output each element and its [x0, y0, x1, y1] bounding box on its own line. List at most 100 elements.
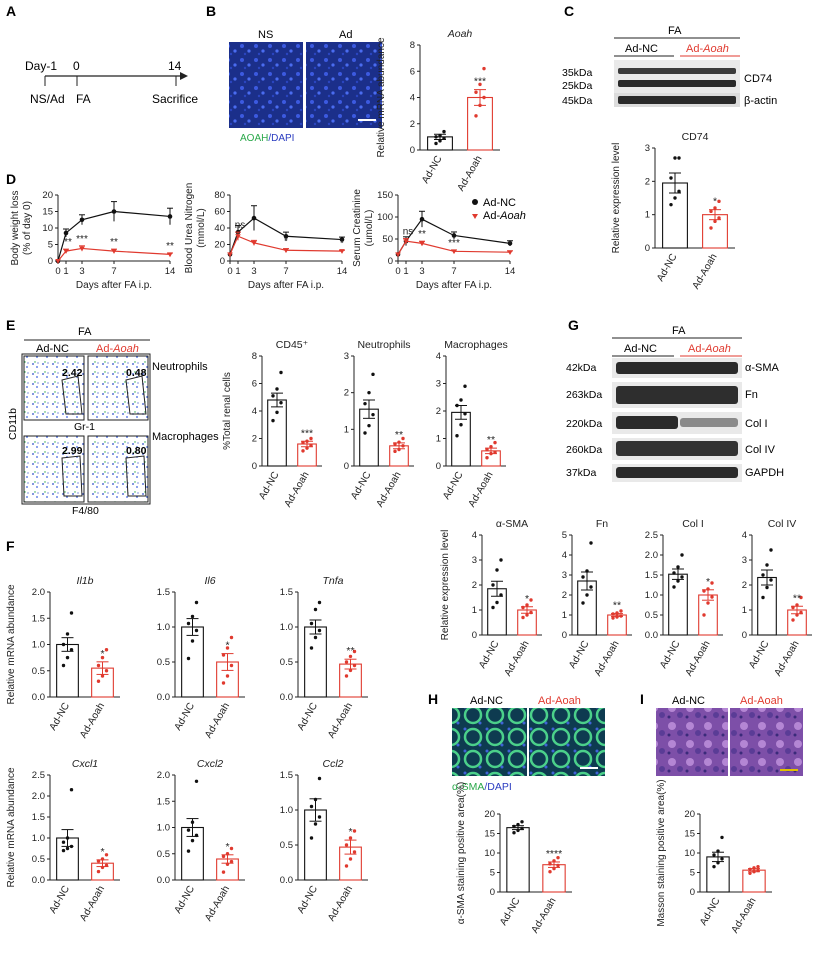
- svg-text:Ad-Aoah: Ad-Aoah: [483, 210, 526, 222]
- data-point: [459, 423, 463, 427]
- data-point: [309, 621, 314, 626]
- blot-c-adaoah: Ad-Aoah: [686, 43, 729, 55]
- micrograph-ad: [306, 42, 382, 128]
- data-point: [525, 613, 529, 617]
- y-tick-label: 4: [436, 351, 441, 362]
- y-tick-label: 15: [684, 829, 695, 840]
- data-point: [194, 779, 199, 783]
- data-point: [69, 788, 74, 792]
- y-tick-label: 1.5: [157, 587, 170, 598]
- x-tick-label: 3: [79, 266, 84, 277]
- category-label-ad-nc: Ad-NC: [173, 701, 198, 732]
- data-point: [363, 431, 367, 435]
- y-tick-label: 3: [472, 555, 477, 566]
- significance-mark: ****: [546, 848, 562, 860]
- data-point: [271, 418, 275, 423]
- data-point: [227, 252, 233, 258]
- significance-mark: *: [348, 826, 352, 838]
- y-tick-label: 1.0: [280, 622, 293, 633]
- category-label-ad-nc: Ad-NC: [698, 896, 723, 927]
- category-label-ad-aoah: Ad-Aoah: [375, 470, 404, 509]
- data-point: [65, 846, 70, 851]
- data-point: [348, 668, 353, 673]
- data-point: [548, 862, 552, 866]
- data-point: [100, 865, 105, 870]
- y-axis-label: Relative expression level: [440, 530, 451, 641]
- data-point: [305, 446, 309, 450]
- micrograph-ns: [229, 42, 303, 128]
- y-tick-label: 100: [377, 212, 393, 223]
- data-point: [221, 854, 226, 859]
- data-point: [676, 565, 680, 569]
- data-point: [765, 563, 769, 567]
- data-point: [756, 868, 760, 873]
- timeline-ns-ad: NS/Ad: [30, 92, 65, 106]
- data-point: [615, 611, 619, 615]
- data-point: [499, 558, 503, 562]
- y-tick-label: 15: [484, 829, 495, 840]
- data-point: [611, 616, 615, 620]
- chart-d1: 0 5 10 15 20 0 1 3 7 14 Days after FA i.p. Body wei…: [10, 190, 175, 291]
- data-point: [167, 252, 173, 258]
- y-tick-label: 5: [48, 240, 53, 251]
- timeline-sacrifice: Sacrifice: [152, 92, 198, 106]
- x-tick-label: 1: [235, 266, 240, 277]
- data-point: [799, 610, 803, 615]
- micro-ns-label: NS: [258, 29, 273, 41]
- data-point: [344, 843, 349, 847]
- y-tick-label: 1.0: [32, 640, 45, 651]
- data-point: [271, 394, 275, 398]
- data-point: [401, 436, 405, 441]
- data-point: [716, 861, 720, 865]
- y-tick-label: 20: [42, 190, 53, 201]
- kda-263: 263kDa: [566, 389, 602, 401]
- y-tick-label: 2: [252, 434, 257, 445]
- micrograph-h-adaoah: [529, 708, 605, 776]
- y-tick-label: 0.0: [32, 875, 45, 886]
- y-tick-label: 0: [436, 461, 441, 472]
- data-point: [717, 216, 721, 220]
- data-point: [712, 853, 716, 857]
- data-point: [438, 133, 442, 138]
- category-label-ad-aoah: Ad-Aoah: [530, 896, 559, 935]
- data-point: [442, 129, 446, 134]
- data-point: [585, 569, 589, 573]
- data-point: [65, 836, 70, 840]
- data-point: [190, 614, 195, 619]
- y-tick-label: 0.0: [645, 630, 658, 641]
- data-point: [79, 246, 85, 252]
- bar-ad-nc: [506, 827, 530, 893]
- data-point: [221, 681, 226, 685]
- category-label-ad-nc: Ad-NC: [441, 470, 466, 501]
- data-point: [713, 219, 717, 224]
- data-point: [393, 442, 397, 446]
- data-point: [309, 804, 314, 809]
- data-point: [677, 156, 681, 160]
- significance-mark: **: [395, 429, 403, 441]
- chart-g4: 0 1 2 3 4 Col IV Ad-NC ** Ad-Aoah: [742, 518, 812, 678]
- timeline-day-0: 0: [73, 59, 80, 73]
- y-tick-label: 0: [472, 630, 477, 641]
- y-axis-label: Body weight loss: [10, 190, 21, 265]
- data-point: [61, 642, 66, 647]
- x-axis-label: Days after FA i.p.: [416, 280, 492, 291]
- data-point: [672, 585, 676, 589]
- data-point: [229, 859, 234, 864]
- significance-mark: ***: [448, 238, 460, 249]
- micro-i-adnc: Ad-NC: [672, 695, 705, 707]
- svg-text:Ad-NC: Ad-NC: [483, 197, 516, 209]
- x-tick-label: 14: [505, 266, 516, 277]
- data-point: [709, 226, 713, 230]
- y-tick-label: 10: [684, 848, 695, 859]
- data-point: [194, 600, 199, 605]
- y-tick-label: 2.0: [32, 587, 45, 598]
- kda-42: 42kDa: [566, 362, 597, 374]
- micrograph-i-adnc: [656, 708, 728, 776]
- bar-ad-nc: [451, 411, 471, 467]
- category-label-ad-nc: Ad-NC: [48, 701, 73, 732]
- blot-label-gapdh: GAPDH: [745, 467, 784, 479]
- y-tick-label: 4: [562, 550, 567, 561]
- data-point: [344, 660, 349, 664]
- data-point: [769, 578, 773, 582]
- y-tick-label: 0.5: [32, 854, 45, 865]
